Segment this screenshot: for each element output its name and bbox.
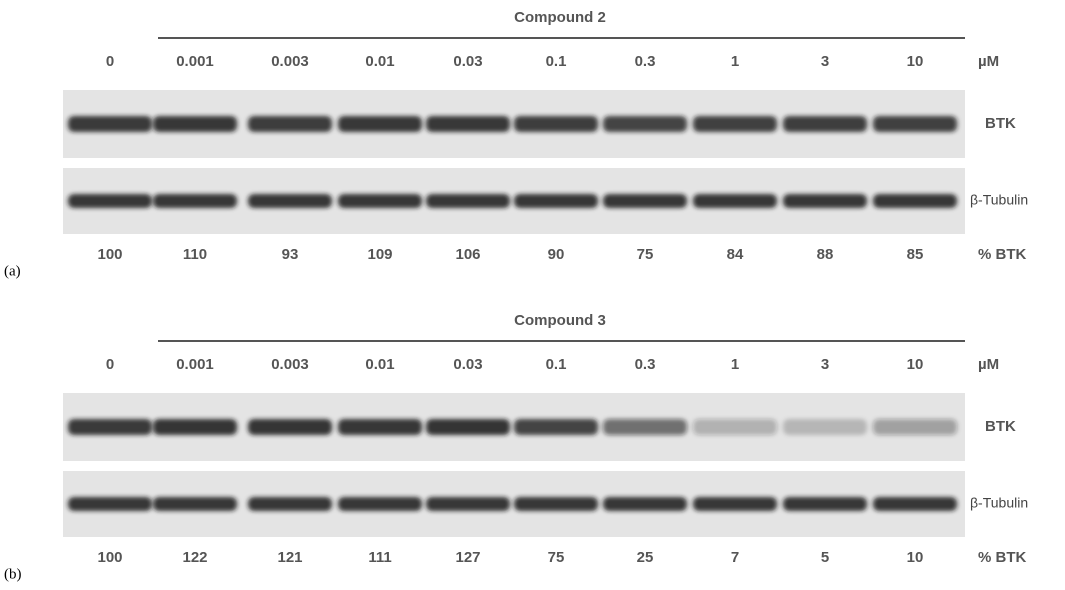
- concentration: 0: [106, 53, 114, 70]
- percent-value: 106: [455, 246, 480, 263]
- tubulin-band: [68, 497, 152, 511]
- concentration: 0.03: [453, 53, 482, 70]
- concentration: 0.003: [271, 53, 309, 70]
- percent-value: 122: [182, 549, 207, 566]
- percent-value: 109: [367, 246, 392, 263]
- concentration: 0.003: [271, 356, 309, 373]
- tubulin-band: [873, 497, 957, 511]
- compound-title: Compound 2: [514, 9, 606, 26]
- concentration: 1: [731, 356, 739, 373]
- btk-band: [873, 116, 957, 132]
- tubulin-band: [603, 497, 687, 511]
- percent-value: 25: [637, 549, 654, 566]
- tubulin-band: [783, 194, 867, 208]
- percent-value: 93: [282, 246, 299, 263]
- tubulin-band: [338, 194, 422, 208]
- percent-value: 90: [548, 246, 565, 263]
- btk-band: [514, 419, 598, 435]
- btk-band: [514, 116, 598, 132]
- tubulin-band: [783, 497, 867, 511]
- tubulin-band: [338, 497, 422, 511]
- tubulin-band: [248, 497, 332, 511]
- concentration: 0.1: [546, 356, 567, 373]
- percent-label: % BTK: [978, 549, 1027, 566]
- concentration: 10: [907, 356, 924, 373]
- concentration: 3: [821, 356, 829, 373]
- blot-label: β-Tubulin: [970, 192, 1028, 208]
- concentration: 0.3: [635, 356, 656, 373]
- percent-value: 10: [907, 549, 924, 566]
- blot-label: BTK: [985, 115, 1016, 132]
- percent-value: 5: [821, 549, 829, 566]
- percent-value: 88: [817, 246, 834, 263]
- tubulin-band: [426, 194, 510, 208]
- unit: µM: [978, 356, 999, 373]
- tubulin-band: [514, 194, 598, 208]
- percent-value: 100: [97, 246, 122, 263]
- percent-value: 121: [277, 549, 302, 566]
- panel-label: (b): [4, 566, 22, 582]
- concentration: 0.1: [546, 53, 567, 70]
- percent-value: 75: [548, 549, 565, 566]
- tubulin-band: [68, 194, 152, 208]
- blot-label: β-Tubulin: [970, 495, 1028, 511]
- tubulin-band: [873, 194, 957, 208]
- concentration: 0.03: [453, 356, 482, 373]
- concentration: 0.001: [176, 53, 214, 70]
- concentration: 0.01: [365, 356, 394, 373]
- tubulin-band: [426, 497, 510, 511]
- btk-band: [68, 419, 152, 435]
- percent-value: 85: [907, 246, 924, 263]
- percent-value: 75: [637, 246, 654, 263]
- tubulin-band: [603, 194, 687, 208]
- percent-value: 84: [727, 246, 744, 263]
- btk-band: [153, 419, 237, 435]
- btk-band: [68, 116, 152, 132]
- percent-value: 127: [455, 549, 480, 566]
- panel: Compound 3 0 0.001 0.003 0.01 0.03 0.1 0.3 1 3 10 µ…: [4, 312, 1028, 582]
- concentration: 3: [821, 53, 829, 70]
- btk-band: [338, 419, 422, 435]
- btk-band: [693, 419, 777, 435]
- tubulin-band: [693, 194, 777, 208]
- tubulin-band: [248, 194, 332, 208]
- percent-value: 100: [97, 549, 122, 566]
- percent-value: 7: [731, 549, 739, 566]
- btk-band: [603, 116, 687, 132]
- concentration: 0.3: [635, 53, 656, 70]
- btk-band: [338, 116, 422, 132]
- panel-label: (a): [4, 263, 21, 279]
- tubulin-band: [153, 194, 237, 208]
- concentration: 1: [731, 53, 739, 70]
- percent-value: 110: [183, 246, 207, 263]
- concentration: 0.001: [176, 356, 214, 373]
- btk-band: [603, 419, 687, 435]
- tubulin-band: [153, 497, 237, 511]
- btk-band: [693, 116, 777, 132]
- unit: µM: [978, 53, 999, 70]
- btk-band: [153, 116, 237, 132]
- btk-band: [783, 419, 867, 435]
- concentration: 0.01: [365, 53, 394, 70]
- blot-label: BTK: [985, 418, 1016, 435]
- btk-band: [783, 116, 867, 132]
- percent-label: % BTK: [978, 246, 1027, 263]
- btk-band: [426, 419, 510, 435]
- btk-band: [248, 116, 332, 132]
- tubulin-band: [693, 497, 777, 511]
- btk-band: [248, 419, 332, 435]
- tubulin-band: [514, 497, 598, 511]
- btk-band: [873, 419, 957, 435]
- btk-band: [426, 116, 510, 132]
- concentration: 0: [106, 356, 114, 373]
- panel: Compound 2 0 0.001 0.003 0.01 0.03 0.1 0.3 1 3 10 µ…: [4, 9, 1028, 279]
- compound-title: Compound 3: [514, 312, 606, 329]
- percent-value: 111: [368, 549, 391, 566]
- concentration: 10: [907, 53, 924, 70]
